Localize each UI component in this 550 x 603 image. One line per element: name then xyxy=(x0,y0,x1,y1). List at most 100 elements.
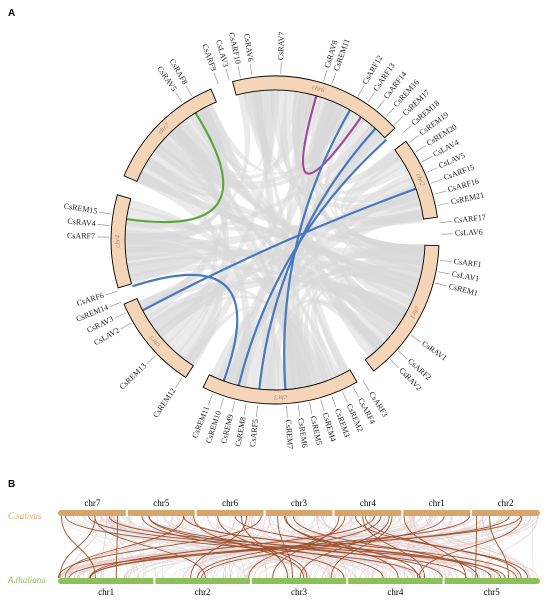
synteny-background-link xyxy=(128,515,147,579)
gene-tick xyxy=(105,291,118,296)
highlight-links xyxy=(126,95,417,390)
synteny-highlight-link xyxy=(234,515,517,579)
synteny-highlight-link xyxy=(403,515,467,579)
synteny-background-link xyxy=(317,515,538,579)
background-link xyxy=(138,283,312,388)
gene-tick xyxy=(219,397,224,410)
gene-tick xyxy=(410,334,421,343)
background-link xyxy=(282,92,313,390)
bottom-chr-label-chr1: chr1 xyxy=(98,587,114,597)
synteny-background-link xyxy=(294,515,370,579)
gene-tick xyxy=(175,92,183,103)
gene-label: CsREM7 xyxy=(284,419,295,449)
synteny-background-link xyxy=(429,515,529,579)
gene-tick xyxy=(367,92,375,103)
gene-tick xyxy=(185,85,193,97)
gene-tick xyxy=(362,380,370,392)
synteny-background-link xyxy=(239,515,469,579)
top-chr-label-chr2: chr2 xyxy=(498,498,514,508)
gene-tick xyxy=(309,402,313,415)
synteny-highlight-link xyxy=(108,515,506,579)
synteny-highlight-link xyxy=(330,515,393,579)
synteny-background-link xyxy=(140,515,489,579)
gene-label: CsREM6 xyxy=(296,418,309,449)
synteny-highlight-link xyxy=(64,515,185,579)
panel-label-a: A xyxy=(8,8,15,19)
gene-tick xyxy=(323,69,328,82)
gene-tick xyxy=(120,322,132,330)
gene-tick xyxy=(175,377,183,388)
gene-tick xyxy=(376,99,385,110)
synteny-background-link xyxy=(171,515,209,579)
band-label-chr3: chr3 xyxy=(273,393,287,401)
background-link xyxy=(155,210,424,339)
band-chr2 xyxy=(394,140,438,220)
background-link xyxy=(125,221,329,385)
bottom-chr-label-chr3: chr3 xyxy=(291,587,307,597)
gene-label: CsARF17 xyxy=(453,213,486,225)
gene-tick xyxy=(320,399,325,412)
background-link xyxy=(254,90,349,374)
gene-label: CsREM5 xyxy=(309,415,324,446)
synteny-highlight-link xyxy=(418,515,523,579)
bottom-genome-bar xyxy=(58,578,540,584)
highlight-link-5 xyxy=(142,187,417,312)
gene-tick xyxy=(249,63,253,76)
gene-label: CsARF7 xyxy=(67,231,95,241)
top-genome-bar xyxy=(58,510,540,516)
gene-tick xyxy=(114,312,126,319)
synteny-highlight-link xyxy=(489,515,510,579)
band-chr6 xyxy=(232,75,396,139)
synteny-highlight-link xyxy=(57,515,262,579)
synteny-highlight-link xyxy=(148,515,443,579)
synteny-background-link xyxy=(58,515,415,579)
gene-label: CsARF5 xyxy=(248,418,260,447)
gene-label: CsRAV1 xyxy=(420,339,448,363)
band-chr1 xyxy=(364,244,440,372)
gene-label: CsREM21 xyxy=(450,190,485,206)
top-chr-label-chr6: chr6 xyxy=(222,498,238,508)
synteny-background-link xyxy=(61,515,247,579)
synteny-background-link xyxy=(282,515,523,579)
band-chr3 xyxy=(202,369,358,405)
synteny-highlight-link xyxy=(193,515,305,579)
synteny-background-link xyxy=(128,515,229,579)
gene-label: CsARF1 xyxy=(453,257,482,269)
top-chr-label-chr4: chr4 xyxy=(360,498,376,508)
gene-tick xyxy=(437,202,450,206)
synteny-background-link xyxy=(413,515,519,579)
background-link xyxy=(185,99,337,366)
gene-tick xyxy=(430,178,443,184)
synteny-highlight-link xyxy=(201,515,445,579)
synteny-plot: chr7 chr5 chr6 chr3 chr4 chr1 chr2 chr1 chr2 chr3… xyxy=(7,498,540,597)
synteny-highlight-link xyxy=(89,515,375,579)
gene-tick xyxy=(331,72,337,85)
synteny-highlight-link xyxy=(64,515,421,579)
gene-tick xyxy=(398,350,408,360)
panel-label-b: B xyxy=(8,479,15,490)
synteny-background-link xyxy=(108,515,157,579)
top-chr-label-chr7: chr7 xyxy=(84,498,100,508)
gene-tick xyxy=(99,211,112,215)
synteny-background-link xyxy=(366,515,415,579)
synteny-background-link xyxy=(381,515,412,579)
synteny-highlight-link xyxy=(299,515,390,579)
synteny-highlight-link xyxy=(59,515,96,579)
band-label-chr6: chr6 xyxy=(311,83,326,94)
gene-label: CsREM8 xyxy=(233,416,247,447)
gene-tick xyxy=(357,85,365,97)
gene-tick xyxy=(421,156,433,163)
synteny-background-link xyxy=(71,515,335,579)
highlight-link-6 xyxy=(132,273,239,382)
background-links xyxy=(125,89,425,390)
gene-tick xyxy=(297,404,301,417)
synteny-highlight-link xyxy=(277,515,293,579)
synteny-background-link xyxy=(147,515,507,579)
background-link xyxy=(125,212,424,231)
gene-tick xyxy=(109,301,122,307)
gene-label: CsRAV4 xyxy=(67,217,96,228)
gene-tick xyxy=(409,135,420,143)
